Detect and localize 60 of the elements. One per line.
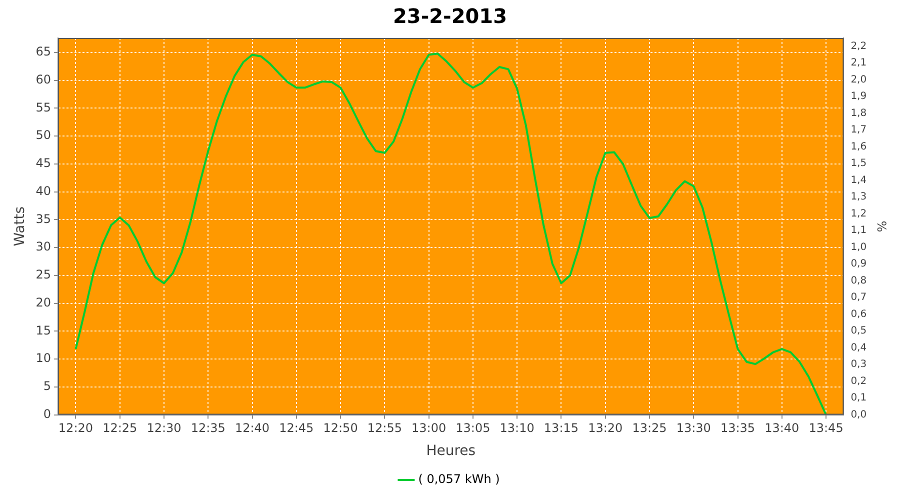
y2-tick-label: 1,0 — [850, 242, 867, 253]
y2-tick-label: 1,4 — [850, 174, 867, 186]
x-tick-label: 12:30 — [146, 421, 182, 436]
legend-label: ( 0,057 kWh ) — [418, 472, 500, 486]
x-tick-label: 13:30 — [676, 421, 711, 436]
chart-title: 23-2-2013 — [392, 4, 508, 28]
y-tick-label: 60 — [36, 72, 52, 86]
y2-tick-label: 2,1 — [850, 58, 867, 69]
x-tick-label: 13:10 — [500, 421, 534, 436]
x-tick-label: 13:20 — [588, 421, 623, 436]
y2-tick-label: 1,3 — [850, 192, 867, 203]
y2-tick-label: 0,4 — [850, 342, 867, 354]
y-tick-label: 10 — [36, 351, 52, 366]
x-tick-label: 12:20 — [58, 421, 94, 436]
x-axis-title: Heures — [426, 443, 476, 460]
x-tick-label: 12:45 — [279, 421, 314, 436]
y2-tick-label: 1,7 — [850, 124, 867, 136]
y-tick-label: 50 — [36, 128, 52, 142]
x-tick-label: 12:50 — [323, 421, 358, 436]
x-tick-label: 13:25 — [632, 421, 667, 436]
x-tick-label: 13:15 — [544, 421, 579, 436]
y2-tick-label: 0,5 — [850, 326, 867, 337]
y-axis-title: Watts — [12, 206, 28, 246]
y2-axis-title: % — [874, 220, 889, 232]
y2-tick-label: 0,3 — [850, 359, 867, 370]
y-tick-label: 5 — [43, 379, 52, 394]
y-tick-label: 35 — [36, 212, 52, 226]
y2-tick-label: 1,2 — [850, 208, 867, 220]
y2-tick-label: 1,5 — [850, 158, 867, 170]
x-tick-label: 12:35 — [190, 421, 226, 436]
y2-tick-label: 0,7 — [850, 292, 867, 304]
y2-tick-label: 0,1 — [850, 392, 867, 404]
y-tick-label: 0 — [43, 406, 52, 421]
y2-tick-label: 0,9 — [850, 258, 867, 270]
y-tick-label: 40 — [36, 184, 52, 198]
x-tick-label: 13:45 — [808, 421, 844, 436]
x-tick-label: 13:05 — [456, 421, 490, 436]
y2-tick-label: 1,6 — [850, 141, 867, 152]
y-tick-label: 45 — [36, 156, 52, 170]
y2-tick-label: 1,9 — [850, 91, 867, 102]
x-tick-label: 13:35 — [720, 421, 756, 436]
y2-tick-label: 2,0 — [850, 74, 867, 86]
y-tick-label: 25 — [36, 268, 52, 282]
x-tick-label: 12:55 — [367, 421, 402, 436]
y2-tick-label: 1,1 — [850, 225, 867, 236]
y2-tick-label: 1,8 — [850, 108, 867, 119]
x-tick-label: 13:00 — [412, 421, 446, 436]
y2-tick-label: 0,8 — [850, 275, 867, 286]
x-tick-label: 12:40 — [234, 421, 270, 436]
x-tick-label: 13:40 — [764, 421, 800, 436]
x-tick-label: 12:25 — [102, 421, 138, 436]
y2-tick-label: 0,0 — [850, 409, 867, 420]
y2-tick-label: 0,6 — [850, 308, 867, 320]
y-tick-label: 55 — [36, 100, 52, 114]
y-tick-label: 65 — [36, 44, 52, 59]
y-tick-label: 30 — [36, 240, 52, 254]
y2-tick-label: 2,2 — [850, 40, 867, 52]
y-tick-label: 20 — [36, 295, 52, 310]
y-tick-label: 15 — [36, 323, 52, 338]
y2-tick-label: 0,2 — [850, 376, 867, 387]
